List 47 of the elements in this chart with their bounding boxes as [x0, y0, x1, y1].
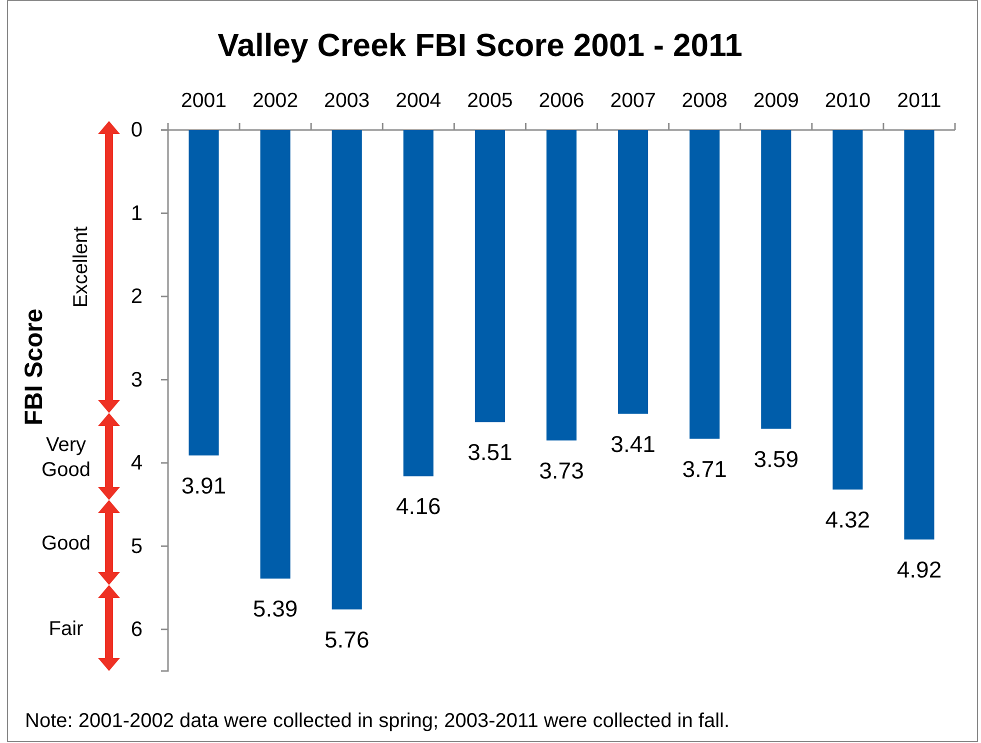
data-label: 5.39 — [252, 596, 298, 622]
bar — [474, 130, 505, 422]
bar — [690, 130, 720, 439]
x-tick-label: 2005 — [467, 89, 513, 112]
bar — [260, 130, 290, 579]
bar — [904, 130, 934, 540]
data-label: 3.51 — [468, 439, 512, 466]
data-label: 3.73 — [539, 457, 584, 484]
bar — [332, 130, 362, 610]
y-tick-label: 3 — [130, 368, 143, 392]
bar — [403, 130, 434, 476]
data-label: 4.16 — [396, 493, 441, 520]
data-label: 3.41 — [610, 430, 656, 457]
text: Excellent — [70, 226, 92, 308]
text: Note: 2001-2002 data were collected in spring; 2003-2011 were collected in fall. — [25, 710, 730, 732]
x-tick-label: 2004 — [396, 89, 442, 112]
y-tick-label: 4 — [130, 452, 143, 475]
data-label: 4.92 — [896, 556, 942, 582]
text: Good — [42, 532, 90, 554]
text: Fair — [48, 618, 84, 640]
x-tick-label: 2009 — [753, 89, 799, 112]
y-tick-label: 1 — [130, 202, 143, 225]
chart-title: Valley Creek FBI Score 2001 - 2011 — [218, 27, 742, 63]
bar — [761, 130, 792, 429]
x-tick-label: 2010 — [824, 89, 870, 112]
x-tick-label: 2001 — [180, 89, 227, 112]
data-label: 3.59 — [754, 446, 799, 472]
x-tick-label: 2003 — [324, 89, 370, 112]
data-label: 3.91 — [181, 472, 226, 498]
y-tick-label: 2 — [130, 285, 143, 308]
y-tick-label: 5 — [130, 534, 143, 558]
x-tick-label: 2007 — [610, 89, 656, 112]
bar — [546, 130, 577, 440]
x-tick-label: 2002 — [252, 89, 298, 112]
bar — [188, 130, 219, 456]
data-label: 3.71 — [682, 456, 727, 482]
x-tick-label: 2006 — [538, 89, 584, 112]
y-tick-label: 6 — [130, 618, 143, 642]
data-label: 5.76 — [324, 626, 370, 652]
data-label: 4.32 — [825, 506, 870, 533]
y-tick-label: 0 — [130, 118, 143, 142]
x-tick-label: 2011 — [897, 89, 942, 112]
text: Very Good — [42, 434, 90, 481]
x-tick-label: 2008 — [682, 89, 728, 112]
y-axis-title: FBI Score — [20, 308, 48, 426]
bar — [832, 130, 863, 490]
bar — [618, 130, 648, 414]
